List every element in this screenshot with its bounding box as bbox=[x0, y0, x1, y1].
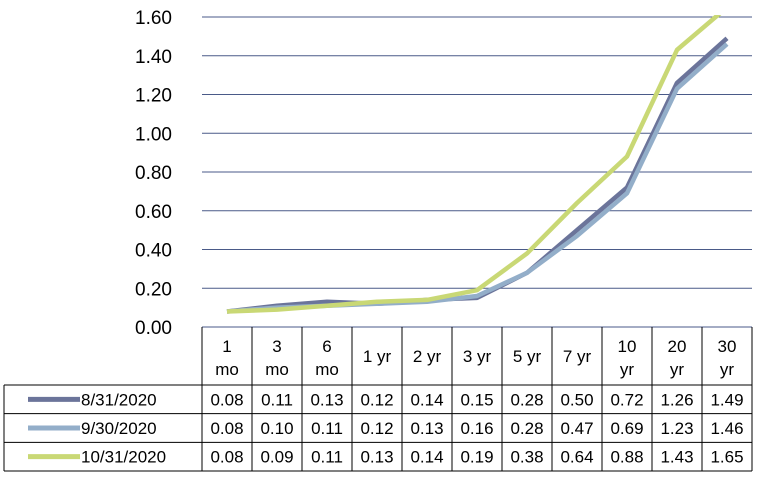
data-label: 0.28 bbox=[510, 419, 543, 438]
data-label: 0.14 bbox=[410, 448, 443, 467]
series-line bbox=[226, 15, 722, 314]
data-label: 1.26 bbox=[660, 390, 693, 409]
data-label: 1.23 bbox=[660, 419, 693, 438]
data-label: 0.47 bbox=[560, 419, 593, 438]
data-label: 0.19 bbox=[460, 448, 493, 467]
data-label: 0.13 bbox=[410, 419, 443, 438]
x-tick-label: 3 yr bbox=[463, 347, 492, 366]
data-label: 0.11 bbox=[261, 390, 293, 409]
data-label: 1.46 bbox=[710, 419, 743, 438]
data-label: 0.12 bbox=[360, 419, 393, 438]
y-tick-label: 1.40 bbox=[135, 47, 172, 68]
data-label: 0.69 bbox=[610, 419, 643, 438]
series-line bbox=[226, 42, 729, 314]
x-tick-label: 3 bbox=[272, 337, 281, 356]
data-label: 0.11 bbox=[311, 448, 343, 467]
y-tick-label: 0.60 bbox=[135, 202, 172, 223]
y-tick-label: 0.40 bbox=[135, 241, 172, 262]
data-label: 0.16 bbox=[460, 419, 493, 438]
data-label: 0.13 bbox=[360, 448, 393, 467]
data-label: 0.13 bbox=[310, 390, 343, 409]
x-tick-label: 20 bbox=[668, 337, 687, 356]
data-label: 1.65 bbox=[710, 448, 743, 467]
x-tick-label: yr bbox=[620, 360, 635, 379]
y-tick-label: 1.00 bbox=[135, 124, 172, 145]
data-label: 0.11 bbox=[311, 419, 343, 438]
data-label: 0.09 bbox=[260, 448, 293, 467]
data-label: 0.14 bbox=[410, 390, 443, 409]
x-tick-label: mo bbox=[315, 360, 339, 379]
x-tick-label: 10 bbox=[618, 337, 637, 356]
data-label: 0.15 bbox=[460, 390, 493, 409]
x-tick-label: 30 bbox=[718, 337, 737, 356]
data-label: 0.38 bbox=[510, 448, 543, 467]
data-label: 0.72 bbox=[610, 390, 643, 409]
x-tick-label: 2 yr bbox=[413, 347, 442, 366]
data-table: 1 mo 3 mo 6 mo 1 yr 2 yr 3 yr 5 yr 7 yr 10 yr 20 yr 30 y… bbox=[3, 327, 753, 472]
x-tick-label: 6 bbox=[322, 337, 331, 356]
data-label: 0.08 bbox=[210, 390, 243, 409]
x-tick-label: mo bbox=[215, 360, 239, 379]
data-label: 0.50 bbox=[560, 390, 593, 409]
data-label: 0.10 bbox=[260, 419, 293, 438]
data-label: 1.49 bbox=[710, 390, 743, 409]
data-label: 0.12 bbox=[360, 390, 393, 409]
x-tick-label: 7 yr bbox=[563, 347, 592, 366]
data-label: 0.08 bbox=[210, 419, 243, 438]
gridlines bbox=[202, 16, 752, 328]
x-tick-label: 1 yr bbox=[363, 347, 392, 366]
y-tick-label: 0.80 bbox=[135, 163, 172, 184]
x-tick-label: 1 bbox=[222, 337, 231, 356]
x-tick-label: yr bbox=[670, 360, 685, 379]
y-tick-label: 0.20 bbox=[135, 279, 172, 300]
y-tick-label: 1.20 bbox=[135, 86, 172, 107]
data-label: 1.43 bbox=[660, 448, 693, 467]
data-label: 0.08 bbox=[210, 448, 243, 467]
series-line bbox=[226, 36, 729, 314]
legend-label: 10/31/2020 bbox=[81, 448, 166, 467]
data-label: 0.64 bbox=[560, 448, 593, 467]
y-tick-label: 0.00 bbox=[135, 318, 172, 339]
legend-label: 9/30/2020 bbox=[81, 419, 157, 438]
x-tick-label: 5 yr bbox=[513, 347, 542, 366]
legend-label: 8/31/2020 bbox=[81, 390, 157, 409]
x-tick-label: mo bbox=[265, 360, 289, 379]
data-label: 0.88 bbox=[610, 448, 643, 467]
data-label: 0.28 bbox=[510, 390, 543, 409]
x-tick-label: yr bbox=[720, 360, 735, 379]
series-lines bbox=[226, 15, 729, 314]
y-tick-label: 1.60 bbox=[135, 8, 172, 29]
y-axis-tick-labels: 0.00 0.20 0.40 0.60 0.80 1.00 1.20 1.40 1.60 bbox=[135, 8, 172, 339]
